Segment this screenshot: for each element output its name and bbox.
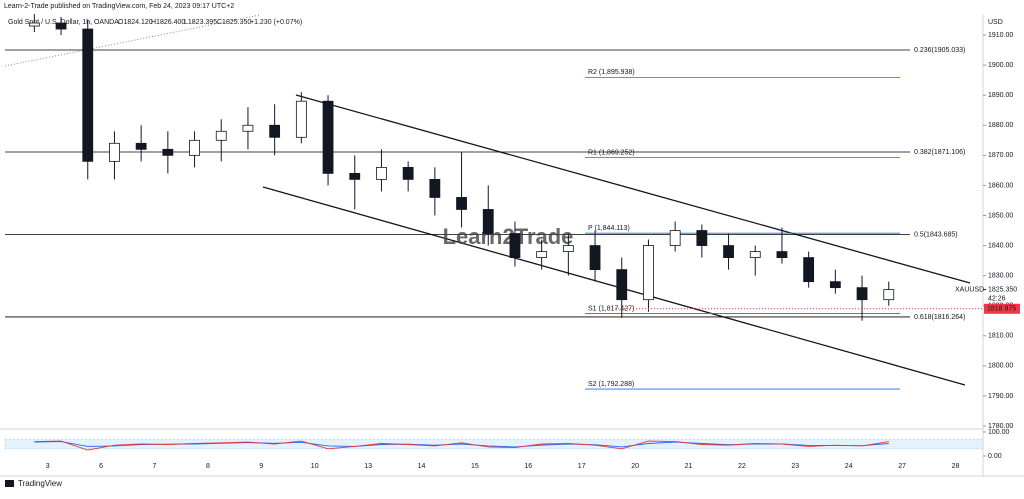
candle-body — [295, 100, 307, 138]
candle-body — [322, 100, 334, 174]
x-tick-label: 23 — [791, 463, 799, 470]
brand-logo — [5, 480, 14, 487]
currency: USD — [988, 19, 1003, 26]
x-tick-label: 14 — [418, 463, 426, 470]
y-tick-label: 1910.00 — [988, 32, 1013, 39]
y-tick-label: 1810.00 — [988, 333, 1013, 340]
watermark: Learn2Trade — [443, 224, 574, 249]
ohlc-value: H1826.400 — [151, 19, 185, 26]
fib-label: 0.236(1905.033) — [914, 47, 965, 54]
candle-body — [162, 148, 174, 156]
candle-body — [482, 209, 494, 234]
candle-body — [856, 287, 868, 301]
candle-body — [589, 245, 601, 271]
rsi-tick-label: 100.00 — [988, 429, 1010, 436]
x-tick-label: 17 — [578, 463, 586, 470]
y-tick-label: 1790.00 — [988, 393, 1013, 400]
candle-body — [883, 289, 895, 301]
x-tick-label: 24 — [845, 463, 853, 470]
candle-body — [376, 166, 387, 180]
candle-body — [723, 245, 734, 258]
x-tick-label: 7 — [153, 463, 157, 470]
pivot-label: S2 (1,792.288) — [588, 381, 634, 388]
pivot-label: P (1,844.113) — [588, 225, 630, 232]
x-tick-label: 13 — [364, 463, 372, 470]
brand: TradingView — [18, 479, 62, 488]
candle-body — [616, 269, 628, 301]
candle-body — [562, 245, 574, 252]
candle-body — [402, 166, 414, 180]
last-price-symbol: XAUUSD — [955, 286, 984, 293]
rsi-tick-label: 0.00 — [988, 453, 1002, 460]
y-tick-label: 1850.00 — [988, 212, 1013, 219]
y-tick-label: 1870.00 — [988, 152, 1013, 159]
fib-label: 0.5(1843.685) — [914, 231, 958, 238]
y-tick-label: 1880.00 — [988, 122, 1013, 129]
pivot-label: R2 (1,895.938) — [588, 69, 635, 76]
y-tick-label: 1830.00 — [988, 272, 1013, 279]
candle-body — [109, 142, 120, 162]
pivot-label: S1 (1,817.427) — [588, 305, 634, 312]
candle-body — [215, 130, 227, 141]
ohlc-value: L1823.395 — [184, 19, 217, 26]
ohlc-value: C1825.350 — [217, 19, 251, 26]
candle-body — [669, 230, 681, 246]
x-tick-label: 15 — [471, 463, 479, 470]
y-tick-label: 1890.00 — [988, 92, 1013, 99]
symbol: Gold Spot / U.S. Dollar, 1h, OANDA — [8, 19, 119, 26]
ohlc-value: +1.230 (+0.07%) — [250, 19, 302, 26]
candle-body — [429, 178, 441, 198]
candle-body — [456, 197, 467, 210]
publisher-line: Learn-2-Trade published on TradingView.c… — [4, 3, 234, 10]
x-tick-label: 16 — [524, 463, 532, 470]
x-tick-label: 9 — [259, 463, 263, 470]
trend-dotted — [4, 14, 261, 67]
candle-body — [189, 139, 200, 156]
candle-body — [696, 230, 708, 246]
candle-body — [28, 22, 40, 27]
x-tick-label: 21 — [685, 463, 693, 470]
y-tick-label: 1840.00 — [988, 242, 1013, 249]
candle-body — [829, 281, 841, 289]
alert-label: 1818.975 — [987, 306, 1016, 313]
candle-body — [349, 172, 361, 180]
rsi-band — [4, 438, 984, 450]
x-tick-label: 10 — [311, 463, 319, 470]
countdown: 42:26 — [988, 295, 1006, 302]
candle-body — [643, 245, 654, 301]
x-tick-label: 22 — [738, 463, 746, 470]
y-tick-label: 1800.00 — [988, 363, 1013, 370]
ohlc-value: O1824.120 — [118, 19, 153, 26]
candle-body — [242, 124, 254, 132]
x-tick-label: 3 — [46, 463, 50, 470]
y-tick-label: 1900.00 — [988, 62, 1013, 69]
rsi-line — [34, 440, 889, 451]
x-tick-label: 8 — [206, 463, 210, 470]
y-tick-label: 1780.00 — [988, 423, 1013, 430]
candle-body — [749, 251, 761, 258]
fib-label: 0.618(1816.264) — [914, 314, 965, 321]
x-tick-label: 28 — [952, 463, 960, 470]
candle-body — [135, 142, 147, 150]
pivot-label: R1 (1,869.252) — [588, 149, 635, 156]
candle-body — [509, 233, 521, 258]
candle-body — [776, 251, 788, 258]
last-price-label: 1825.350 — [988, 286, 1017, 293]
alert-box — [984, 303, 1020, 314]
fib-label: 0.382(1871.106) — [914, 149, 965, 156]
x-tick-label: 20 — [631, 463, 639, 470]
y-tick-label: 1860.00 — [988, 182, 1013, 189]
candle-body — [269, 124, 281, 138]
candle-body — [82, 28, 94, 162]
channel-upper — [295, 94, 971, 284]
candle-body — [55, 22, 67, 30]
candle-body — [536, 251, 548, 258]
x-tick-label: 6 — [99, 463, 103, 470]
x-tick-label: 27 — [898, 463, 906, 470]
candle-body — [803, 257, 815, 283]
channel-lower — [262, 186, 966, 386]
